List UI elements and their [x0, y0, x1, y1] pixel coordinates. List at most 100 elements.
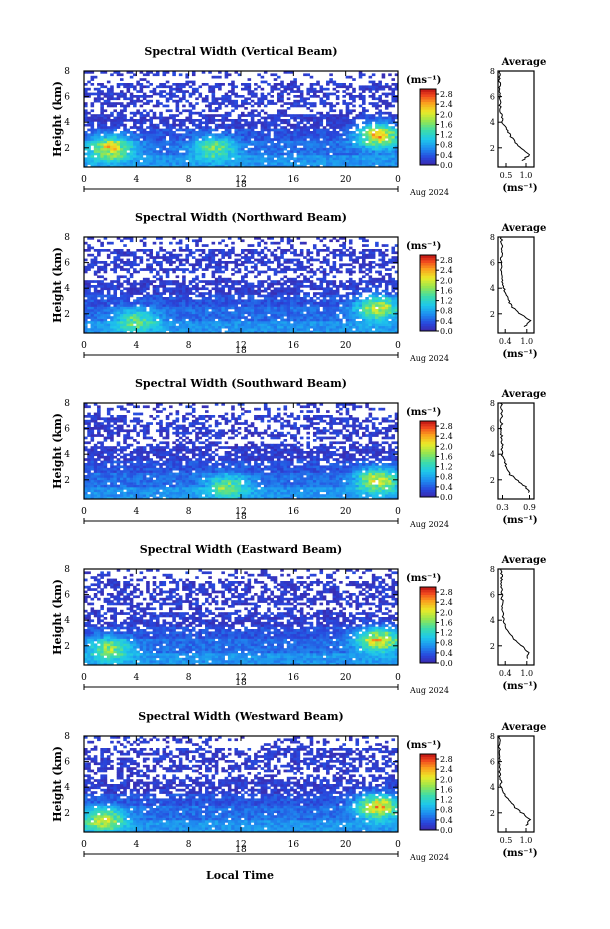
heatmap-cell [165, 321, 170, 324]
heatmap-cell [142, 159, 147, 163]
heatmap-cell [378, 128, 382, 132]
heatmap-cell [201, 99, 206, 103]
heatmap-cell [280, 95, 284, 98]
heatmap-cell [257, 330, 261, 334]
heatmap-cell [201, 97, 206, 101]
heatmap-cell [201, 304, 206, 307]
heatmap-cell [276, 114, 281, 117]
heatmap-cell [201, 135, 206, 139]
heatmap-cell [152, 313, 157, 317]
heatmap-cell [348, 135, 353, 139]
heatmap-cell [175, 275, 180, 279]
heatmap-cell [257, 261, 261, 264]
heatmap-cell [329, 309, 333, 312]
heatmap-cell [322, 145, 327, 149]
heatmap-cell [129, 253, 134, 257]
heatmap-cell [352, 104, 356, 108]
heatmap-cell [139, 164, 144, 168]
heatmap-cell [182, 316, 186, 319]
heatmap-cell [218, 155, 222, 158]
heatmap-cell [247, 152, 252, 156]
heatmap-cell [290, 164, 294, 168]
heatmap-cell [381, 157, 386, 161]
heatmap-cell [263, 241, 268, 245]
heatmap-cell [90, 318, 95, 322]
heatmap-cell [221, 287, 225, 291]
heatmap-cell [90, 102, 95, 105]
heatmap-cell [191, 138, 196, 141]
heatmap-cell [241, 87, 245, 91]
heatmap-cell [159, 159, 163, 163]
heatmap-cell [355, 157, 360, 161]
heatmap-cell [316, 83, 320, 86]
heatmap-cell [388, 147, 392, 151]
heatmap-cell [362, 102, 366, 105]
heatmap-cell [332, 121, 337, 125]
heatmap-cell [162, 287, 167, 291]
heatmap-cell [326, 304, 330, 307]
heatmap-cell [211, 159, 216, 163]
heatmap-cell [155, 330, 160, 334]
heatmap-cell [368, 80, 373, 84]
heatmap-cell [309, 325, 314, 329]
heatmap-cell [293, 138, 297, 141]
heatmap-cell [198, 95, 203, 98]
heatmap-cell [159, 152, 163, 156]
heatmap-cell [254, 123, 258, 127]
heatmap-cell [352, 270, 356, 274]
heatmap-cell [129, 138, 134, 141]
heatmap-cell [165, 119, 170, 122]
heatmap-cell [87, 287, 91, 291]
heatmap-cell [103, 325, 108, 329]
heatmap-cell [378, 147, 382, 151]
heatmap-cell [260, 123, 265, 127]
heatmap-cell [316, 251, 320, 255]
heatmap-cell [244, 275, 248, 279]
heatmap-cell [201, 325, 206, 329]
heatmap-cell [280, 251, 284, 255]
heatmap-cell [342, 116, 346, 120]
heatmap-cell [211, 273, 216, 276]
heatmap-cell [329, 121, 333, 125]
heatmap-cell [237, 299, 242, 303]
heatmap-cell [247, 244, 252, 247]
heatmap-cell [280, 126, 284, 129]
heatmap-cell [227, 301, 232, 305]
heatmap-cell [205, 147, 209, 151]
heatmap-cell [388, 145, 392, 149]
heatmap-cell [100, 321, 104, 324]
heatmap-cell [319, 116, 324, 120]
heatmap-cell [329, 297, 333, 300]
heatmap-cell [329, 325, 333, 329]
heatmap-cell [247, 157, 252, 161]
heatmap-cell [201, 330, 206, 334]
heatmap-cell [234, 270, 239, 274]
heatmap-cell [87, 328, 91, 331]
heatmap-cell [123, 311, 127, 315]
heatmap-cell [371, 164, 376, 168]
heatmap-cell [221, 97, 225, 101]
heatmap-cell [339, 126, 343, 129]
heatmap-cell [224, 147, 229, 151]
heatmap-cell [214, 321, 219, 324]
heatmap-cell [185, 256, 189, 259]
heatmap-cell [129, 164, 134, 168]
heatmap-cell [339, 83, 343, 86]
heatmap-cell [388, 140, 392, 144]
heatmap-cell [316, 116, 320, 120]
heatmap-cell [126, 162, 131, 165]
heatmap-cell [309, 147, 314, 151]
heatmap-cell [371, 155, 376, 158]
heatmap-cell [254, 95, 258, 98]
heatmap-cell [342, 155, 346, 158]
heatmap-cell [254, 147, 258, 151]
heatmap-cell [191, 92, 196, 96]
heatmap-cell [178, 261, 183, 264]
heatmap-cell [273, 241, 278, 245]
heatmap-cell [345, 306, 350, 310]
chart-title: Spectral Width (Northward Beam) [135, 211, 347, 224]
heatmap-cell [211, 294, 216, 298]
heatmap-cell [136, 263, 140, 267]
heatmap-cell [309, 309, 314, 312]
heatmap-cell [306, 90, 310, 93]
